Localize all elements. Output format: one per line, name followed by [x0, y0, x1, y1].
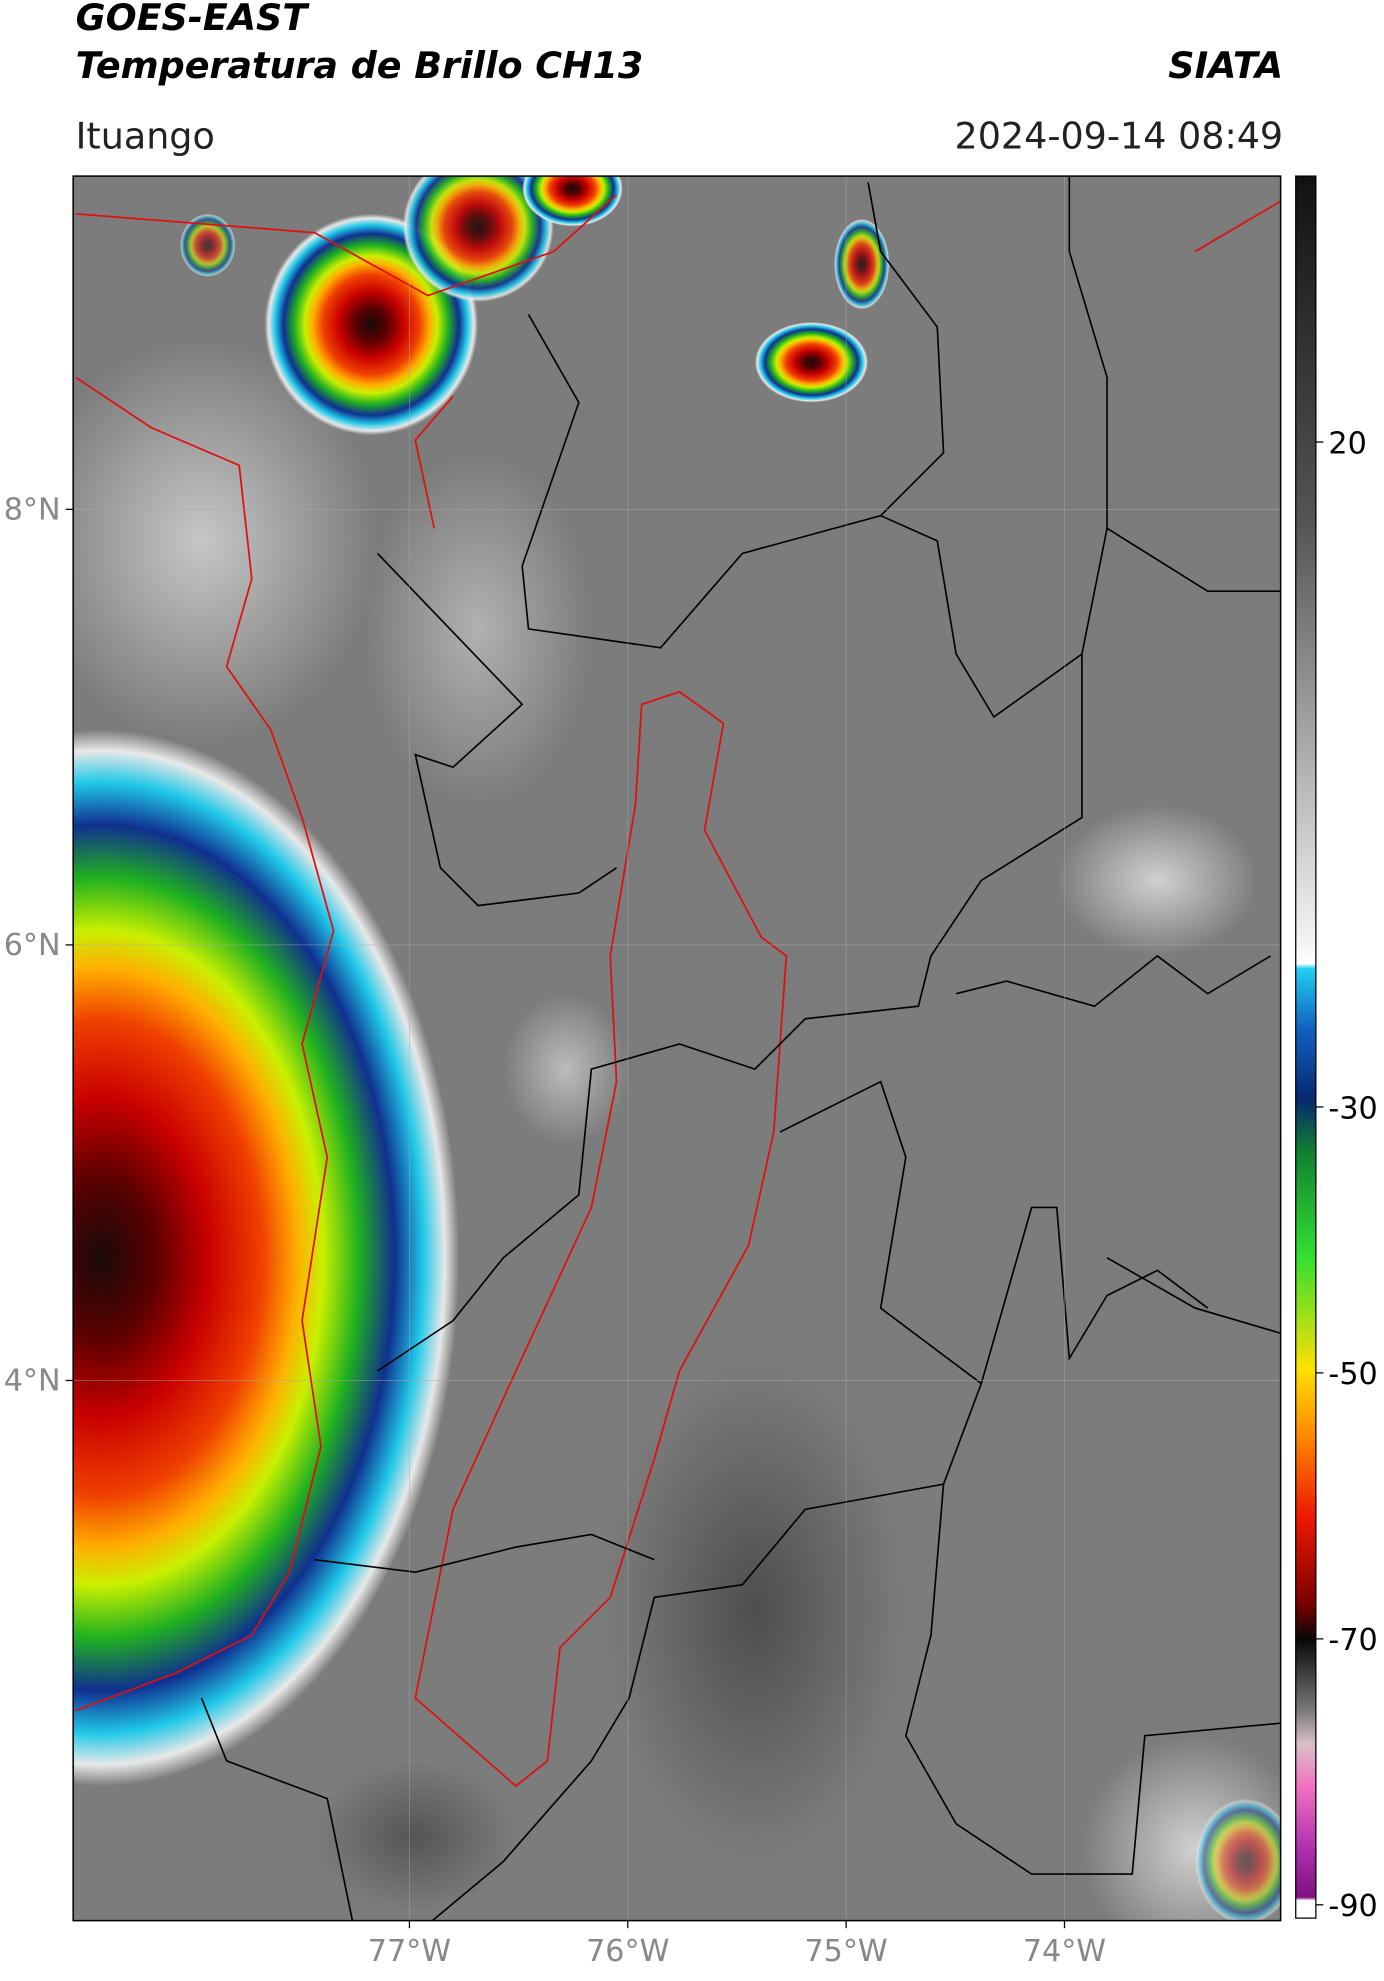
lon-tick-label: 75°W — [804, 1934, 887, 1969]
colorbar-tick-label: -50 — [1328, 1357, 1377, 1392]
axis-ticks: 8°N 6°N 4°N 77°W 76°W 75°W 74°W — [4, 492, 1106, 1968]
lon-tick-label: 74°W — [1023, 1934, 1106, 1969]
lat-tick-label: 6°N — [4, 928, 61, 963]
coastline — [75, 194, 1281, 1712]
lon-tick-label: 77°W — [368, 1934, 451, 1969]
lat-tick-label: 4°N — [4, 1364, 61, 1399]
graticule — [73, 176, 1281, 1921]
region: Ituango — [76, 114, 215, 157]
colorbar-ticks: 20 -30 -50 -70 -90 — [1315, 426, 1378, 1924]
map-frame — [72, 175, 1282, 1922]
admin-borders — [200, 176, 1281, 1921]
colorbar — [1295, 175, 1317, 1919]
brand: SIATA — [1168, 44, 1283, 87]
lon-tick-label: 76°W — [586, 1934, 669, 1969]
timestamp: 2024-09-14 08:49 — [955, 114, 1284, 157]
colorbar-tick-label: -30 — [1328, 1091, 1377, 1126]
colorbar-tick-label: -70 — [1328, 1623, 1377, 1658]
colorbar-tick-label: 20 — [1328, 426, 1366, 461]
colorbar-tick-label: -90 — [1328, 1889, 1377, 1924]
lat-tick-label: 8°N — [4, 492, 61, 527]
subtitle: Temperatura de Brillo CH13 — [76, 44, 644, 87]
basin-outline — [414, 690, 788, 1788]
map-image — [73, 176, 1281, 1921]
title: GOES-EAST — [76, 0, 311, 39]
